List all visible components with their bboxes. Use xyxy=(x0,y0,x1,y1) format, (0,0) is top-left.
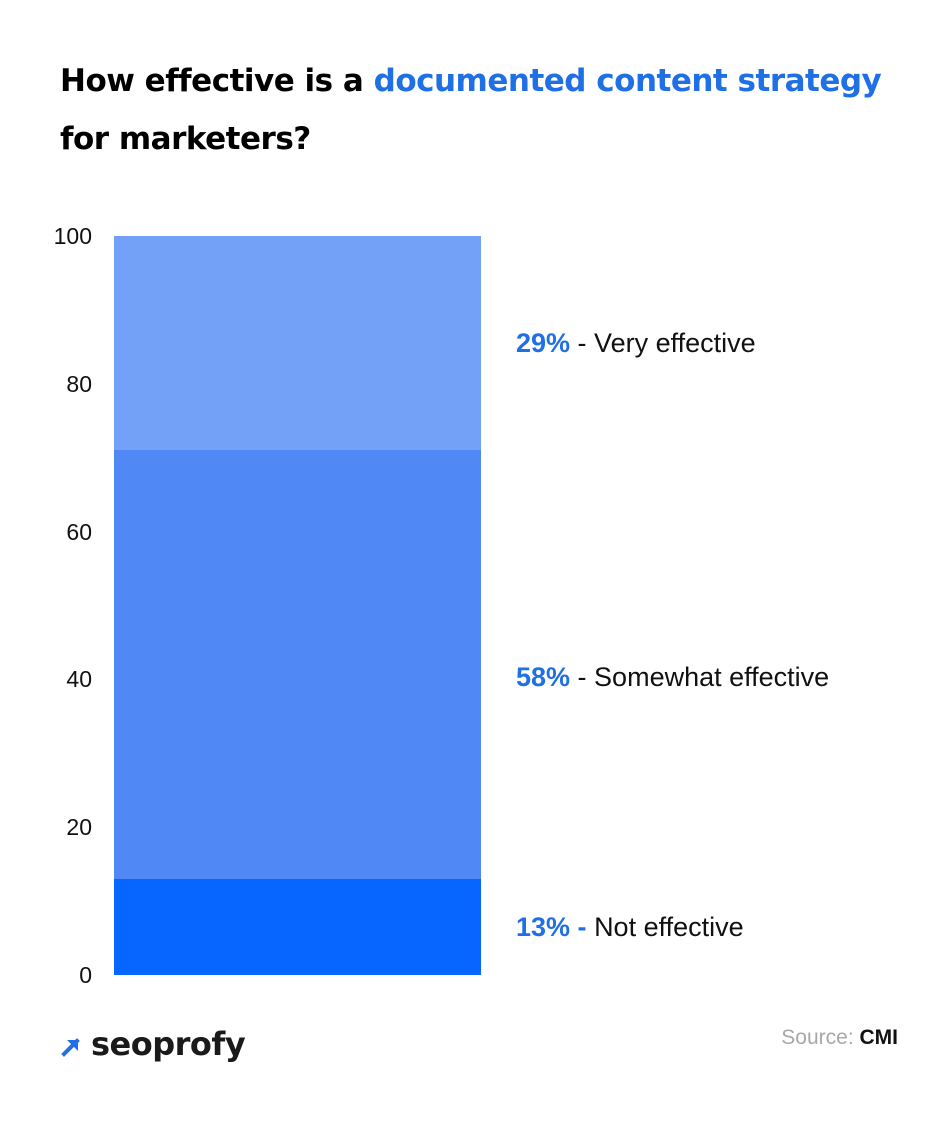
title-prefix: How effective is a xyxy=(60,63,374,99)
title-highlight: documented content strategy xyxy=(373,63,882,99)
segment-label: 58% - Somewhat effective xyxy=(516,662,829,692)
segment-separator: - xyxy=(570,661,595,692)
bar-segment xyxy=(114,236,481,451)
segment-label: 13% - Not effective xyxy=(516,912,744,942)
source-credit: Source: CMI xyxy=(781,1026,898,1050)
segment-label: 29% - Very effective xyxy=(516,328,756,358)
bar-segment xyxy=(114,878,481,975)
segment-name: Not effective xyxy=(594,911,744,942)
segment-name: Very effective xyxy=(594,328,756,359)
y-tick-label: 0 xyxy=(79,962,92,988)
source-name: CMI xyxy=(859,1026,899,1049)
segment-percent: 29% xyxy=(516,328,571,359)
y-tick-label: 40 xyxy=(66,666,92,693)
arrow-up-right-icon xyxy=(61,1038,80,1057)
segment-name: Somewhat effective xyxy=(594,661,830,692)
segment-separator: - xyxy=(570,328,595,359)
segment-percent: 58% xyxy=(516,661,571,692)
bar-segment xyxy=(114,450,481,879)
segment-percent: 13% - xyxy=(516,911,587,942)
stacked-bar xyxy=(114,236,481,975)
source-label: Source: xyxy=(781,1026,854,1049)
y-tick-label: 60 xyxy=(66,518,92,545)
brand-name: seoprofy xyxy=(91,1025,246,1063)
brand-logo: seoprofy xyxy=(60,1022,246,1066)
y-tick-label: 100 xyxy=(53,223,92,249)
chart-title: How effective is a documented content st… xyxy=(60,52,930,168)
y-tick-label: 20 xyxy=(66,814,92,841)
title-suffix: for marketers? xyxy=(60,121,311,157)
y-tick-label: 80 xyxy=(66,370,92,397)
segment-separator xyxy=(587,912,595,942)
